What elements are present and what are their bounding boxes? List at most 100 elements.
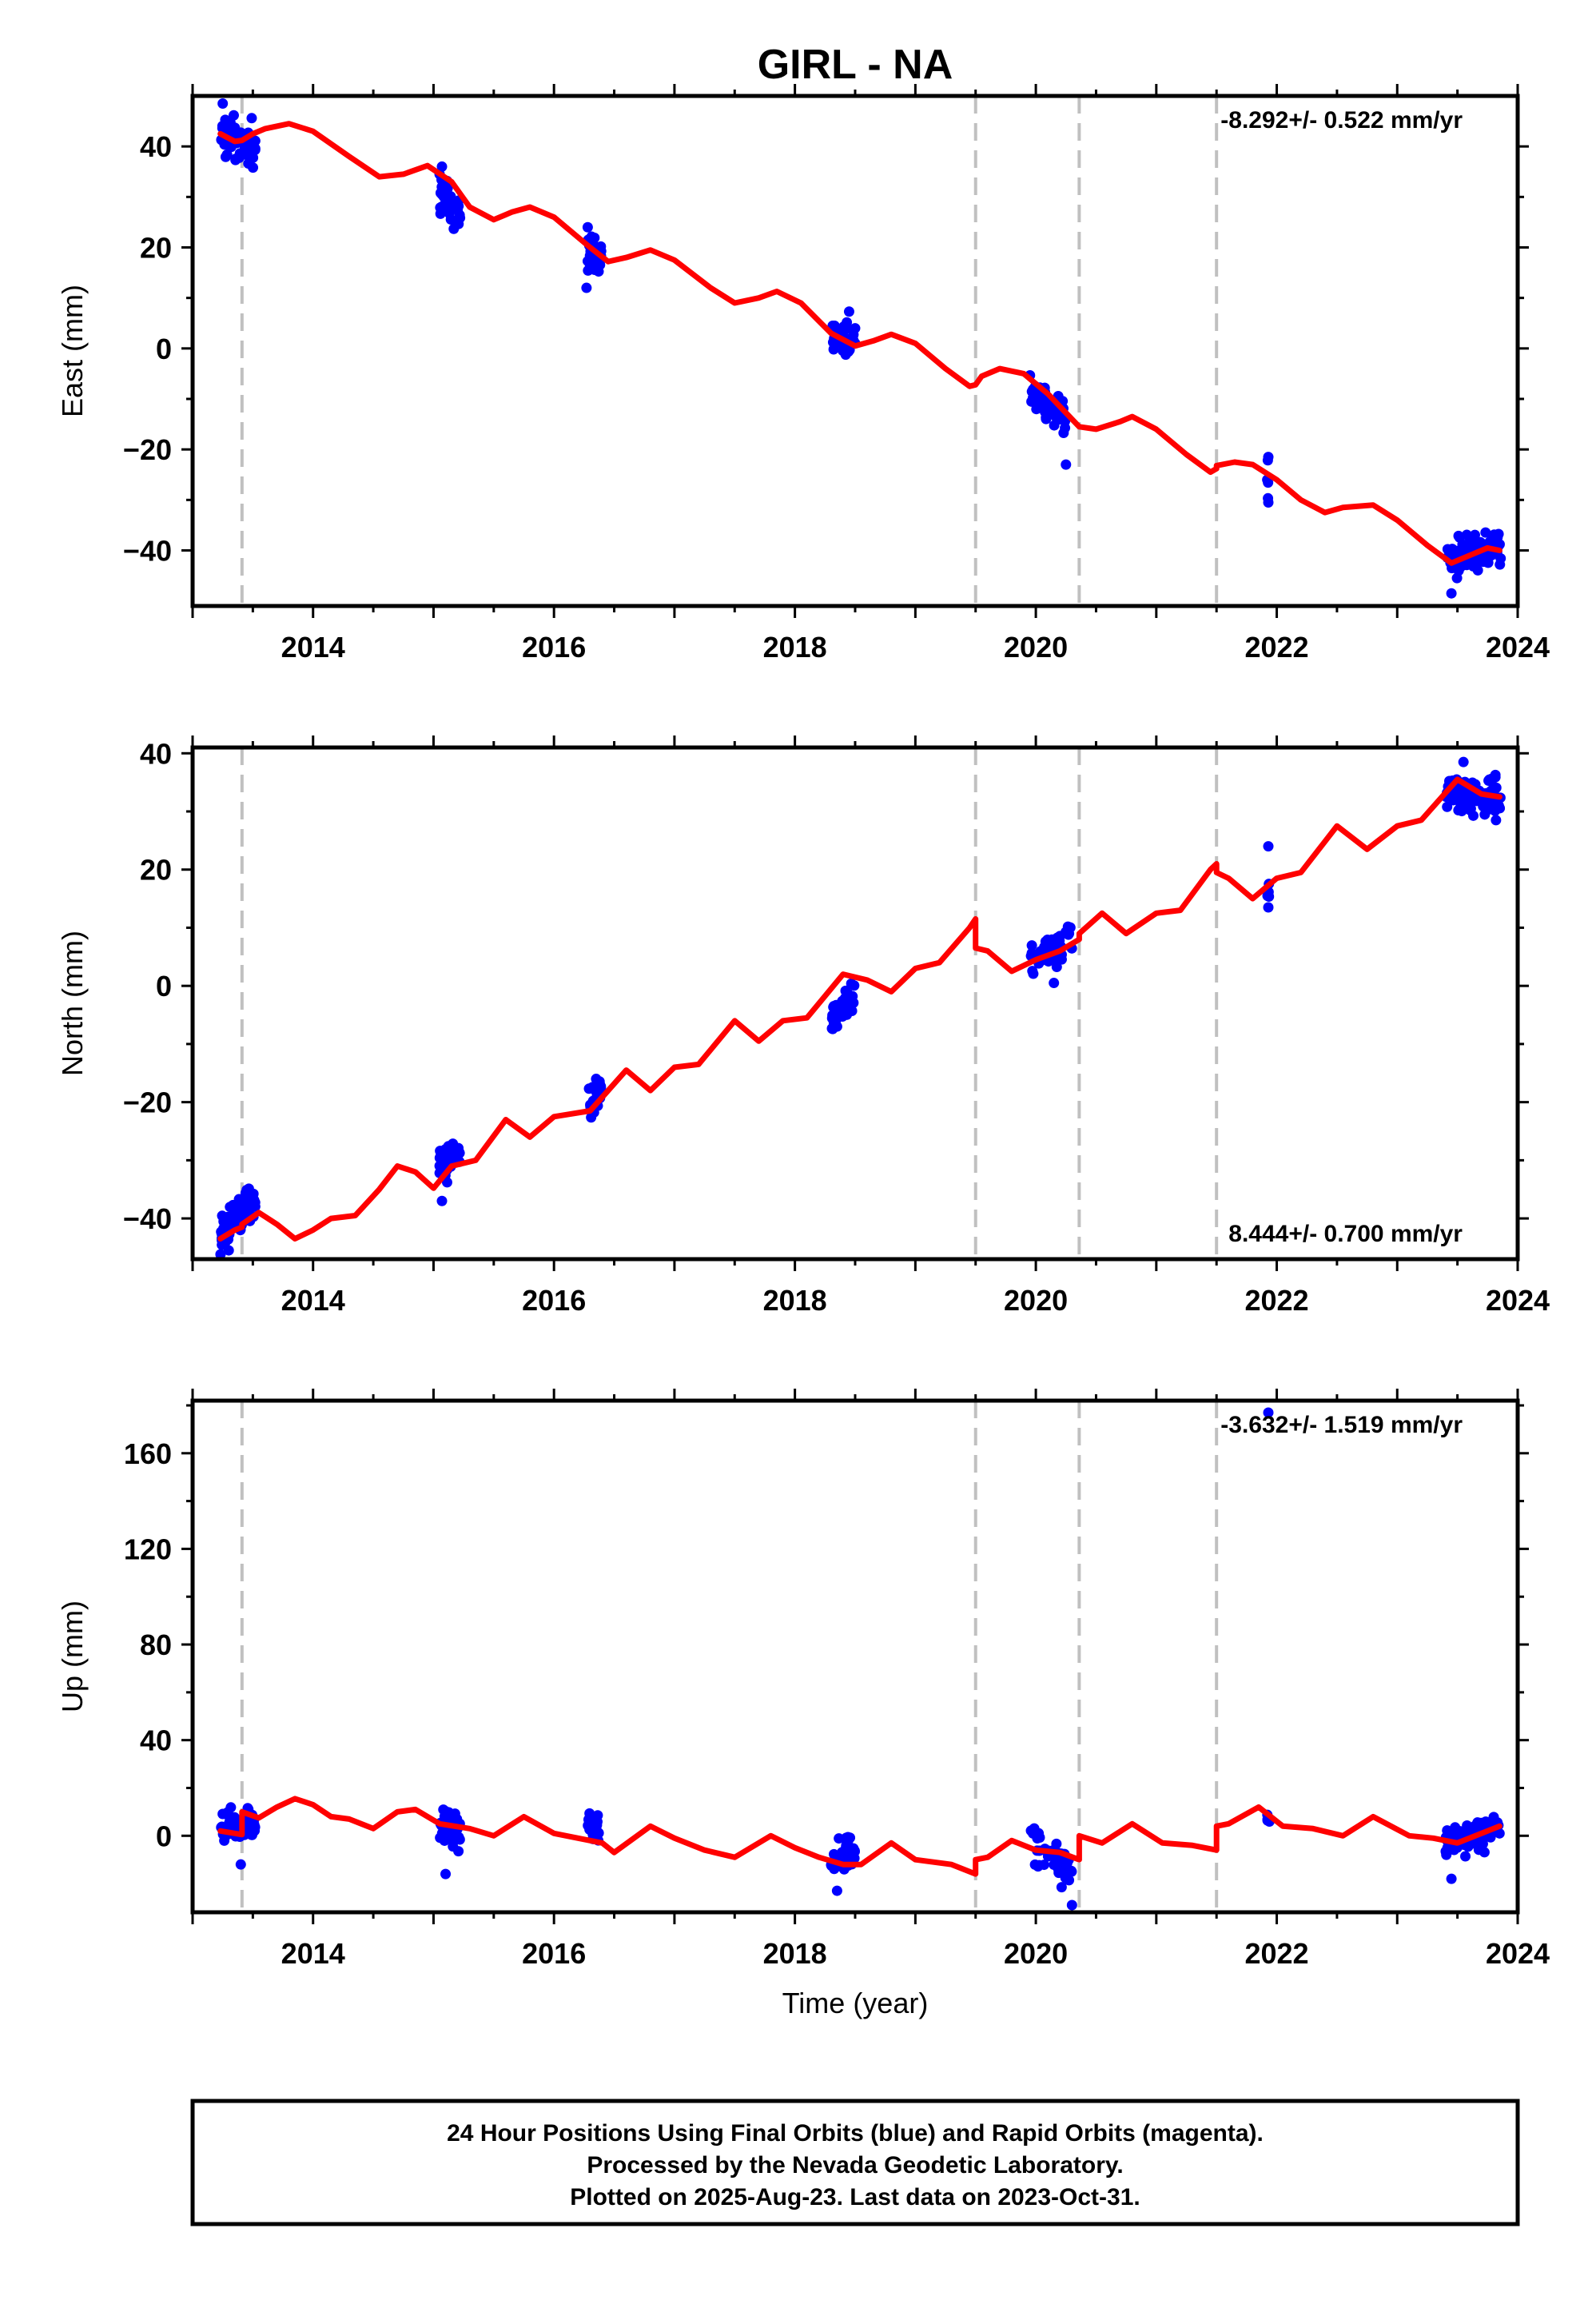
data-point	[1263, 452, 1274, 463]
up-panel: 2014 2016 2018 2020 2022 2024 0 40 80 120 160 Up (m…	[56, 1389, 1550, 1970]
data-point	[847, 991, 858, 1002]
data-point	[1450, 1822, 1461, 1833]
data-point	[1464, 536, 1475, 547]
data-point	[584, 1822, 595, 1833]
data-point	[849, 1845, 860, 1856]
data-point	[230, 1821, 241, 1832]
y-tick-label: 0	[156, 333, 172, 365]
data-point	[440, 1151, 452, 1162]
data-point	[1061, 1870, 1073, 1881]
data-point	[241, 149, 252, 161]
x-tick-label: 2024	[1486, 1937, 1550, 1970]
data-point	[1465, 804, 1476, 815]
data-point	[217, 98, 229, 109]
data-point	[1065, 922, 1076, 933]
chart-title: GIRL - NA	[758, 42, 953, 88]
y-tick-label: −40	[123, 535, 172, 568]
y-tick-label: 20	[140, 854, 172, 887]
y-tick-label: 40	[140, 130, 172, 163]
data-point	[591, 1074, 602, 1085]
data-point	[440, 1868, 452, 1880]
data-point	[221, 149, 233, 160]
data-point	[1480, 527, 1491, 538]
y-tick-label: 80	[140, 1628, 172, 1661]
data-point	[1061, 459, 1072, 470]
data-point	[436, 1195, 448, 1206]
x-tick-label: 2024	[1486, 631, 1550, 664]
data-point	[840, 985, 851, 996]
plot-area	[193, 1401, 1518, 1912]
x-tick-label: 2014	[281, 1284, 345, 1317]
velocity-label: 8.444+/- 0.700 mm/yr	[1228, 1221, 1463, 1247]
caption-box: 24 Hour Positions Using Final Orbits (bl…	[190, 2099, 1520, 2226]
data-point	[595, 241, 607, 252]
data-point	[230, 154, 241, 165]
data-point	[1026, 940, 1037, 951]
data-point	[838, 1851, 849, 1862]
data-point	[1491, 815, 1502, 826]
data-point	[1446, 1873, 1457, 1884]
model-curve	[217, 1796, 1502, 1877]
data-point	[1027, 393, 1038, 404]
y-tick-label: −20	[123, 433, 172, 466]
data-point	[842, 1009, 853, 1020]
model-curve	[217, 776, 1502, 1242]
data-point	[1263, 1407, 1274, 1418]
data-point	[445, 201, 456, 212]
data-point	[841, 1840, 852, 1851]
data-point	[1049, 978, 1060, 989]
data-point	[582, 221, 593, 233]
data-point	[843, 306, 854, 317]
data-point	[1448, 1844, 1459, 1856]
x-axis-label: Time (year)	[782, 1987, 929, 2019]
data-point	[248, 138, 259, 149]
x-tick-label: 2020	[1004, 631, 1068, 664]
y-tick-label: 160	[124, 1437, 172, 1470]
data-point	[448, 1814, 459, 1825]
x-tick-label: 2014	[281, 1937, 345, 1970]
data-point	[441, 1177, 452, 1188]
x-tick-label: 2020	[1004, 1284, 1068, 1317]
data-point	[1052, 932, 1063, 943]
y-tick-label: −40	[123, 1202, 172, 1235]
data-point	[435, 1832, 446, 1844]
data-point	[1495, 559, 1506, 570]
data-point	[1451, 572, 1463, 584]
data-point	[1453, 805, 1464, 816]
data-point	[1441, 1849, 1452, 1860]
x-tick-label: 2018	[763, 1284, 827, 1317]
data-point	[1263, 497, 1274, 508]
data-point	[1263, 477, 1274, 488]
data-point	[1058, 1856, 1069, 1867]
data-point	[1031, 404, 1042, 415]
data-point	[246, 113, 257, 124]
y-axis-label: East (mm)	[56, 285, 89, 417]
data-point	[582, 256, 593, 267]
plot-area	[193, 96, 1518, 606]
data-point	[215, 1249, 226, 1260]
data-point	[1442, 801, 1453, 812]
data-point	[1485, 775, 1496, 786]
data-point	[1066, 1899, 1077, 1911]
data-point	[1446, 588, 1457, 599]
data-point	[1040, 936, 1051, 947]
data-point	[1038, 1860, 1049, 1871]
y-tick-label: 40	[140, 1724, 172, 1757]
data-point	[450, 215, 461, 226]
y-tick-label: −20	[123, 1086, 172, 1119]
data-point	[581, 282, 592, 293]
data-point	[436, 161, 448, 172]
model-curve	[217, 121, 1502, 566]
east-panel: 2014 2016 2018 2020 2022 2024 −40 −20 0 20 40 East …	[56, 84, 1550, 664]
x-tick-label: 2022	[1244, 631, 1308, 664]
x-tick-label: 2016	[522, 1284, 586, 1317]
data-point	[1263, 902, 1274, 913]
data-point	[1460, 1851, 1471, 1862]
data-point	[1056, 413, 1067, 425]
data-point	[843, 346, 854, 357]
data-point	[225, 1218, 237, 1229]
data-point	[1264, 891, 1275, 902]
x-tick-label: 2024	[1486, 1284, 1550, 1317]
data-point	[451, 1146, 462, 1157]
x-tick-label: 2020	[1004, 1937, 1068, 1970]
